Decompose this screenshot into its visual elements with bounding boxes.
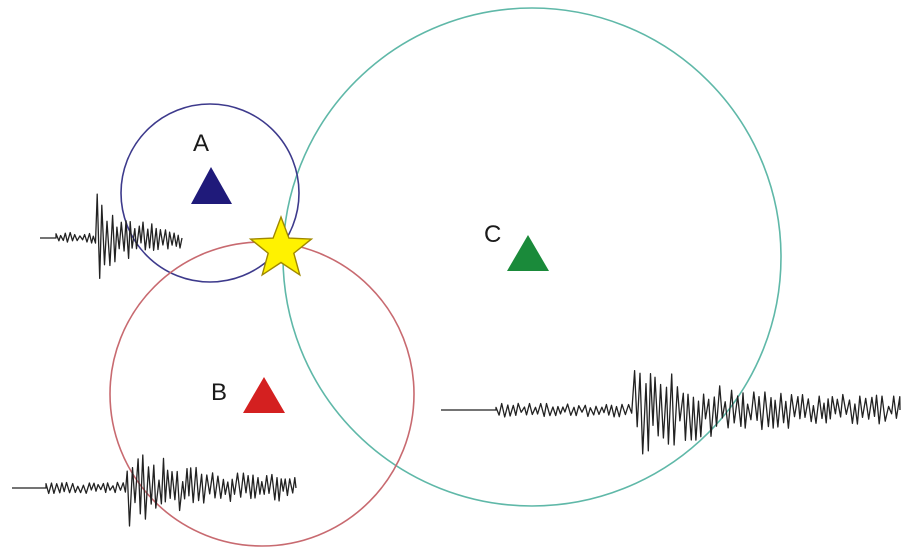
station-b-label: B	[211, 379, 227, 406]
station-a-range-circle	[120, 103, 300, 283]
station-b-triangle-icon	[243, 377, 285, 413]
seismogram-trace-a	[40, 193, 183, 279]
seismogram-trace-c	[441, 370, 901, 455]
epicenter-star-icon	[248, 215, 314, 277]
station-c-triangle-icon	[507, 235, 549, 271]
station-a-triangle-icon	[191, 167, 232, 204]
station-a-label: A	[193, 130, 209, 157]
seismogram-trace-b	[12, 454, 297, 527]
station-c-label: C	[484, 221, 501, 248]
